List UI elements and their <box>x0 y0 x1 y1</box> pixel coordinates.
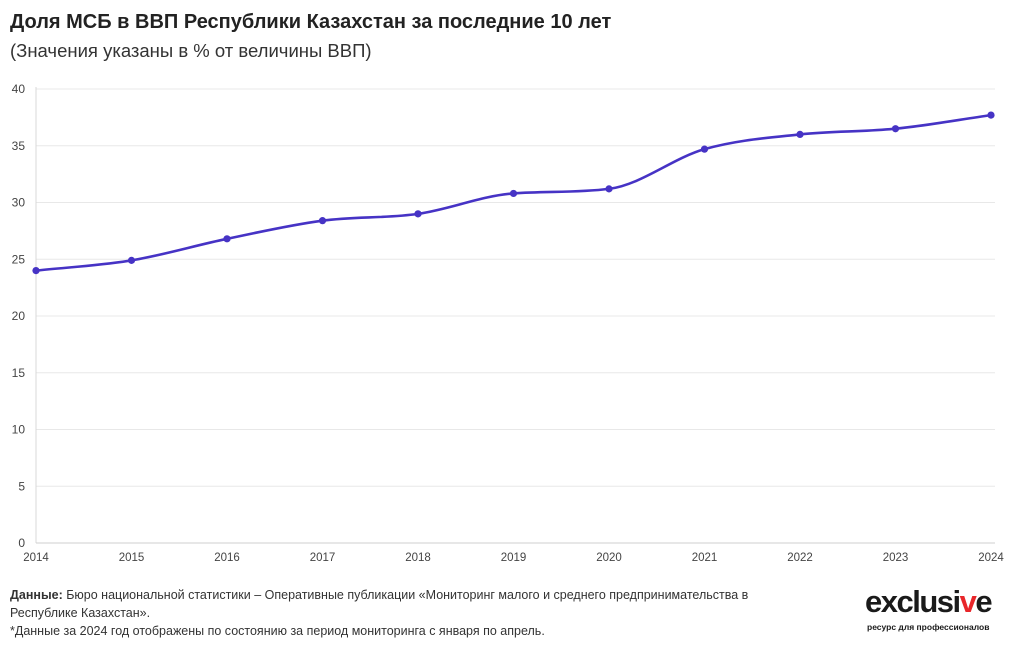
data-point-2022 <box>796 130 804 138</box>
data-point-2016 <box>223 235 231 243</box>
logo-word-accent: v <box>959 584 977 619</box>
logo-word-main: exclusi <box>865 584 961 619</box>
data-point-2014 <box>32 267 40 275</box>
logo-word: exclusive <box>865 584 993 620</box>
line-chart: 0 5 10 15 20 25 30 35 40 2014 2015 2016 2017 2018 2019… <box>12 82 1005 564</box>
x-tick-label-2019: 2019 <box>501 552 527 564</box>
exclusive-logo: exclusive ресурс для профессионалов <box>862 584 1012 636</box>
data-point-2024 <box>987 111 995 119</box>
y-tick-label-35: 35 <box>12 139 26 153</box>
data-points <box>32 111 995 275</box>
data-point-2021 <box>700 145 709 153</box>
x-tick-label-2016: 2016 <box>214 552 240 564</box>
data-point-2015 <box>127 256 136 264</box>
x-tick-label-2023: 2023 <box>883 552 909 564</box>
y-tick-label-5: 5 <box>18 479 25 493</box>
y-tick-label-0: 0 <box>18 536 25 550</box>
x-tick-label-2020: 2020 <box>596 552 622 564</box>
x-tick-label-2017: 2017 <box>310 552 336 564</box>
chart-subtitle: (Значения указаны в % от величины ВВП) <box>10 40 372 61</box>
gridlines <box>36 88 995 487</box>
x-tick-label-2021: 2021 <box>692 552 718 564</box>
y-tick-label-10: 10 <box>12 423 26 437</box>
data-point-2018 <box>414 210 422 218</box>
logo-word-tail: e <box>975 584 992 619</box>
data-point-2020 <box>605 185 613 193</box>
y-tick-label-40: 40 <box>12 82 26 96</box>
source-text: Бюро национальной статистики – Оперативн… <box>10 588 749 620</box>
source-label: Данные: <box>10 588 63 602</box>
footnote: Данные: Бюро национальной статистики – О… <box>10 586 810 640</box>
data-point-2017 <box>318 217 327 225</box>
y-tick-label-25: 25 <box>12 252 26 266</box>
x-tick-label-2015: 2015 <box>119 552 145 564</box>
y-tick-label-20: 20 <box>12 309 26 323</box>
source-line: Данные: Бюро национальной статистики – О… <box>10 586 810 622</box>
data-point-2023 <box>891 125 900 133</box>
data-point-2019 <box>509 189 518 198</box>
axes: 0 5 10 15 20 25 30 35 40 2014 2015 2016 2017 2018 2019… <box>12 82 1005 564</box>
x-tick-label-2014: 2014 <box>23 552 49 564</box>
x-tick-label-2024: 2024 <box>978 552 1004 564</box>
y-tick-label-30: 30 <box>12 196 26 210</box>
x-tick-label-2018: 2018 <box>405 552 431 564</box>
x-tick-label-2022: 2022 <box>787 552 813 564</box>
note-line: *Данные за 2024 год отображены по состоя… <box>10 624 545 638</box>
logo-tagline: ресурс для профессионалов <box>867 622 990 632</box>
chart-title: Доля МСБ в ВВП Республики Казахстан за п… <box>10 11 612 33</box>
y-tick-label-15: 15 <box>12 366 26 380</box>
